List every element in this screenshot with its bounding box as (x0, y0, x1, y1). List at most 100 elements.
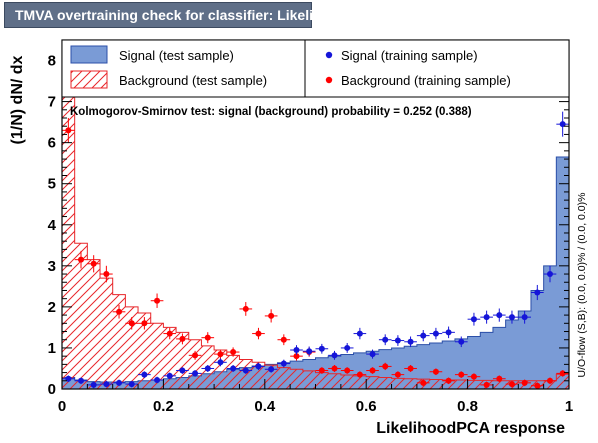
signal-train-marker (458, 338, 465, 345)
background-train-marker (356, 371, 363, 378)
x-tick-label: 0.2 (153, 398, 174, 415)
background-train-point (74, 250, 88, 269)
signal-train-point (74, 377, 88, 385)
legend-signal-test-label: Signal (test sample) (119, 48, 234, 63)
background-train-marker (318, 367, 325, 374)
signal-train-point (264, 365, 278, 373)
background-train-marker (521, 379, 528, 386)
signal-train-marker (508, 314, 515, 321)
background-train-marker (78, 256, 85, 263)
background-training-points (62, 117, 569, 389)
signal-train-point (125, 380, 139, 388)
signal-train-marker (293, 346, 300, 353)
background-train-marker (458, 371, 465, 378)
signal-train-marker (382, 336, 389, 343)
background-train-marker (534, 382, 541, 389)
background-train-point (100, 265, 113, 283)
background-train-marker (559, 370, 566, 377)
signal-train-marker (356, 330, 363, 337)
background-train-point (239, 302, 253, 316)
background-train-point (530, 382, 544, 389)
plot-title: TMVA overtraining check for classifier: … (15, 7, 377, 23)
legend-box (61, 39, 570, 98)
background-train-marker (179, 335, 186, 342)
signal-train-marker (534, 289, 541, 296)
background-train-point (492, 375, 506, 383)
signal-train-point (391, 335, 405, 346)
signal-train-marker (521, 314, 528, 321)
signal-train-marker (192, 370, 199, 377)
background-train-marker (331, 365, 338, 372)
background-train-marker (407, 365, 414, 372)
legend-signal-train-marker (325, 51, 333, 59)
background-train-point (442, 377, 455, 385)
y-tick-label: 7 (48, 94, 56, 111)
background-train-marker (141, 320, 148, 327)
background-train-point (290, 351, 303, 361)
signal-train-marker (318, 345, 325, 352)
signal-train-marker (445, 329, 452, 336)
legend-background-test-label: Background (test sample) (119, 73, 267, 88)
signal-train-point (340, 343, 354, 353)
signal-train-marker (280, 360, 287, 367)
signal-train-point (277, 359, 291, 368)
background-train-point (87, 255, 101, 273)
signal-train-point (112, 379, 126, 387)
signal-train-marker (420, 332, 427, 339)
y-tick-label: 5 (48, 176, 56, 193)
overflow-text: U/O-flow (S,B): (0.0, 0.0)% / (0.0, 0.0)… (576, 193, 588, 378)
signal-train-marker (483, 314, 490, 321)
background-train-marker (369, 367, 376, 374)
signal-train-marker (90, 381, 97, 388)
signal-train-point (556, 111, 569, 137)
signal-train-point (378, 334, 392, 346)
background-train-point (226, 347, 240, 357)
signal-train-point (176, 367, 189, 374)
signal-train-point (454, 336, 468, 348)
background-train-point (315, 367, 329, 374)
x-tick-label: 0 (58, 398, 66, 415)
signal-train-marker (179, 367, 186, 374)
signal-train-marker (128, 381, 135, 388)
signal-train-point (315, 343, 329, 354)
signal-train-point (467, 312, 481, 326)
signal-train-marker (116, 379, 123, 386)
signal-train-marker (432, 330, 439, 337)
background-train-point (188, 350, 202, 360)
y-tick-label: 6 (48, 135, 56, 152)
background-train-point (252, 327, 265, 340)
background-train-point (556, 370, 569, 377)
legend-background-test-swatch (70, 70, 108, 89)
signal-train-point (328, 350, 341, 360)
signal-train-point (138, 371, 151, 378)
background-train-point (62, 117, 75, 143)
legend-signal-train-label: Signal (training sample) (341, 48, 478, 63)
background-train-marker (420, 379, 427, 386)
background-train-point (505, 380, 519, 388)
x-tick-label: 0.4 (254, 398, 276, 415)
background-train-marker (204, 334, 211, 341)
background-train-point (353, 371, 367, 378)
signal-train-marker (204, 365, 211, 372)
background-train-point (176, 333, 189, 345)
signal-train-point (492, 308, 506, 322)
legend-background-train-marker (325, 76, 333, 84)
signal-train-marker (306, 348, 313, 355)
background-train-point (138, 317, 151, 330)
x-tick-label: 1 (565, 398, 573, 415)
background-train-point (429, 368, 443, 376)
signal-train-point (239, 367, 253, 374)
signal-train-point (404, 336, 417, 348)
background-train-point (543, 377, 557, 385)
y-axis-label: (1/N) dN/ dx (9, 55, 26, 144)
signal-train-marker (103, 381, 110, 388)
signal-train-point (505, 310, 519, 324)
signal-train-marker (255, 363, 262, 370)
signal-train-marker (394, 337, 401, 344)
signal-train-marker (331, 352, 338, 359)
background-train-marker (394, 371, 401, 378)
signal-train-point (226, 364, 240, 372)
signal-train-marker (141, 371, 148, 378)
background-train-marker (154, 297, 161, 304)
